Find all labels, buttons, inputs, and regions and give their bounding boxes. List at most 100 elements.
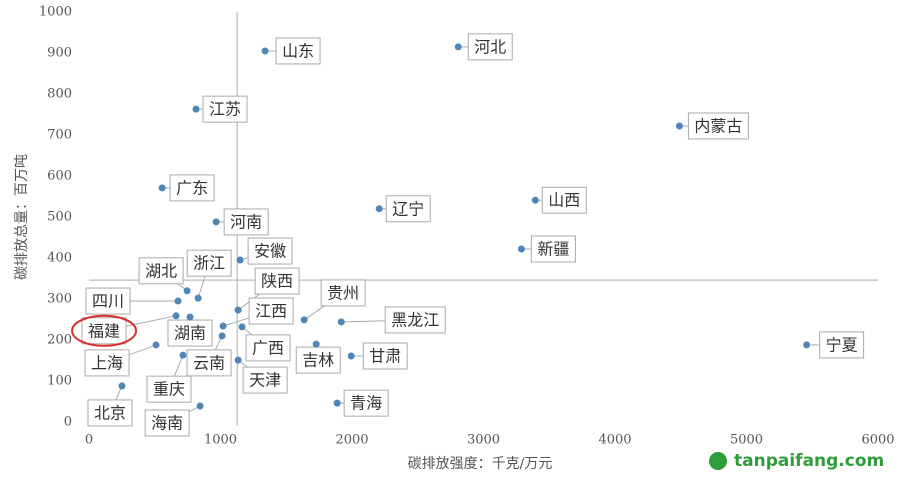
point-label: 宁夏 <box>826 335 858 354</box>
point-label: 贵州 <box>327 283 359 302</box>
point-label: 湖北 <box>145 261 177 280</box>
label-box <box>138 257 184 285</box>
label-box <box>467 33 513 61</box>
label-box <box>167 319 213 347</box>
logo <box>709 452 727 470</box>
highlight <box>71 314 138 347</box>
point-label: 云南 <box>193 353 225 372</box>
point-label: 黑龙江 <box>391 310 439 329</box>
point <box>236 256 244 264</box>
label-box <box>84 349 130 377</box>
point-label: 河北 <box>474 37 506 56</box>
label-box <box>275 37 321 65</box>
point <box>234 306 242 314</box>
point <box>300 316 308 324</box>
point <box>196 402 204 410</box>
point <box>312 340 320 348</box>
label-box <box>362 342 408 370</box>
point-label: 辽宁 <box>392 199 424 218</box>
point <box>803 341 811 349</box>
y-tick-label: 300 <box>47 292 72 307</box>
x-tick-label: 1000 <box>204 433 237 448</box>
point <box>152 341 160 349</box>
point <box>183 287 191 295</box>
point-label: 陕西 <box>261 272 293 291</box>
point <box>238 323 246 331</box>
label-box <box>320 279 366 307</box>
point <box>158 184 166 192</box>
point-label: 安徽 <box>254 242 286 261</box>
y-tick-label: 800 <box>47 87 72 102</box>
point-label: 江西 <box>255 302 287 321</box>
label-box <box>819 331 865 359</box>
point-label: 山西 <box>548 191 580 210</box>
label-box <box>687 112 749 140</box>
point <box>212 218 220 226</box>
point-label: 内蒙古 <box>694 116 742 135</box>
points <box>118 43 811 410</box>
point-label: 广西 <box>252 338 284 357</box>
watermark: tanpaifang.com <box>734 451 884 471</box>
y-tick-label: 0 <box>64 415 72 430</box>
label-box <box>144 409 190 437</box>
point <box>337 318 345 326</box>
point-label: 青海 <box>350 394 382 413</box>
point <box>118 382 126 390</box>
point-label: 河南 <box>230 212 262 231</box>
label-box <box>87 399 133 427</box>
label-box <box>169 174 215 202</box>
label-box <box>541 186 587 214</box>
label-box <box>242 366 288 394</box>
point-label: 湖南 <box>174 324 206 343</box>
point <box>179 351 187 359</box>
y-tick-label: 200 <box>47 333 72 348</box>
point <box>194 294 202 302</box>
point <box>675 122 683 130</box>
x-tick-label: 5000 <box>730 433 763 448</box>
point <box>454 43 462 51</box>
point-label: 海南 <box>151 414 183 433</box>
label-box <box>223 208 269 236</box>
x-tick-label: 4000 <box>598 433 631 448</box>
y-axis-label: 碳排放总量：百万吨 <box>14 154 30 280</box>
point-label: 甘肃 <box>369 346 401 365</box>
point-label: 重庆 <box>153 380 185 399</box>
point-label: 北京 <box>94 403 126 422</box>
label-box <box>186 249 232 277</box>
y-tick-label: 600 <box>47 169 72 184</box>
label-box <box>530 235 576 263</box>
x-tick-label: 6000 <box>861 433 894 448</box>
point <box>172 312 180 320</box>
point-label: 广东 <box>176 178 208 197</box>
point-label: 四川 <box>92 292 124 311</box>
label-box <box>254 267 300 295</box>
point-label: 福建 <box>88 321 120 340</box>
label-box <box>81 317 127 345</box>
point-label: 浙江 <box>193 254 225 273</box>
point <box>174 297 182 305</box>
point <box>219 322 227 330</box>
point-label: 新疆 <box>537 239 569 258</box>
x-tick-label: 2000 <box>335 433 368 448</box>
y-tick-label: 400 <box>47 251 72 266</box>
label-box <box>295 346 341 374</box>
y-tick-label: 500 <box>47 210 72 225</box>
y-tick-label: 900 <box>47 46 72 61</box>
label-box <box>385 195 431 223</box>
y-tick-label: 700 <box>47 128 72 143</box>
point-label: 上海 <box>91 353 123 372</box>
label-box <box>202 95 248 123</box>
point-label: 吉林 <box>302 351 334 370</box>
point <box>375 205 383 213</box>
point <box>234 356 242 364</box>
label-box <box>245 334 291 362</box>
x-tick-label: 3000 <box>467 433 500 448</box>
label-box <box>186 349 232 377</box>
y-tick-label: 1000 <box>39 5 72 20</box>
label-box <box>85 287 131 315</box>
label-box <box>247 237 293 265</box>
point <box>347 352 355 360</box>
x-tick-label: 0 <box>85 433 93 448</box>
